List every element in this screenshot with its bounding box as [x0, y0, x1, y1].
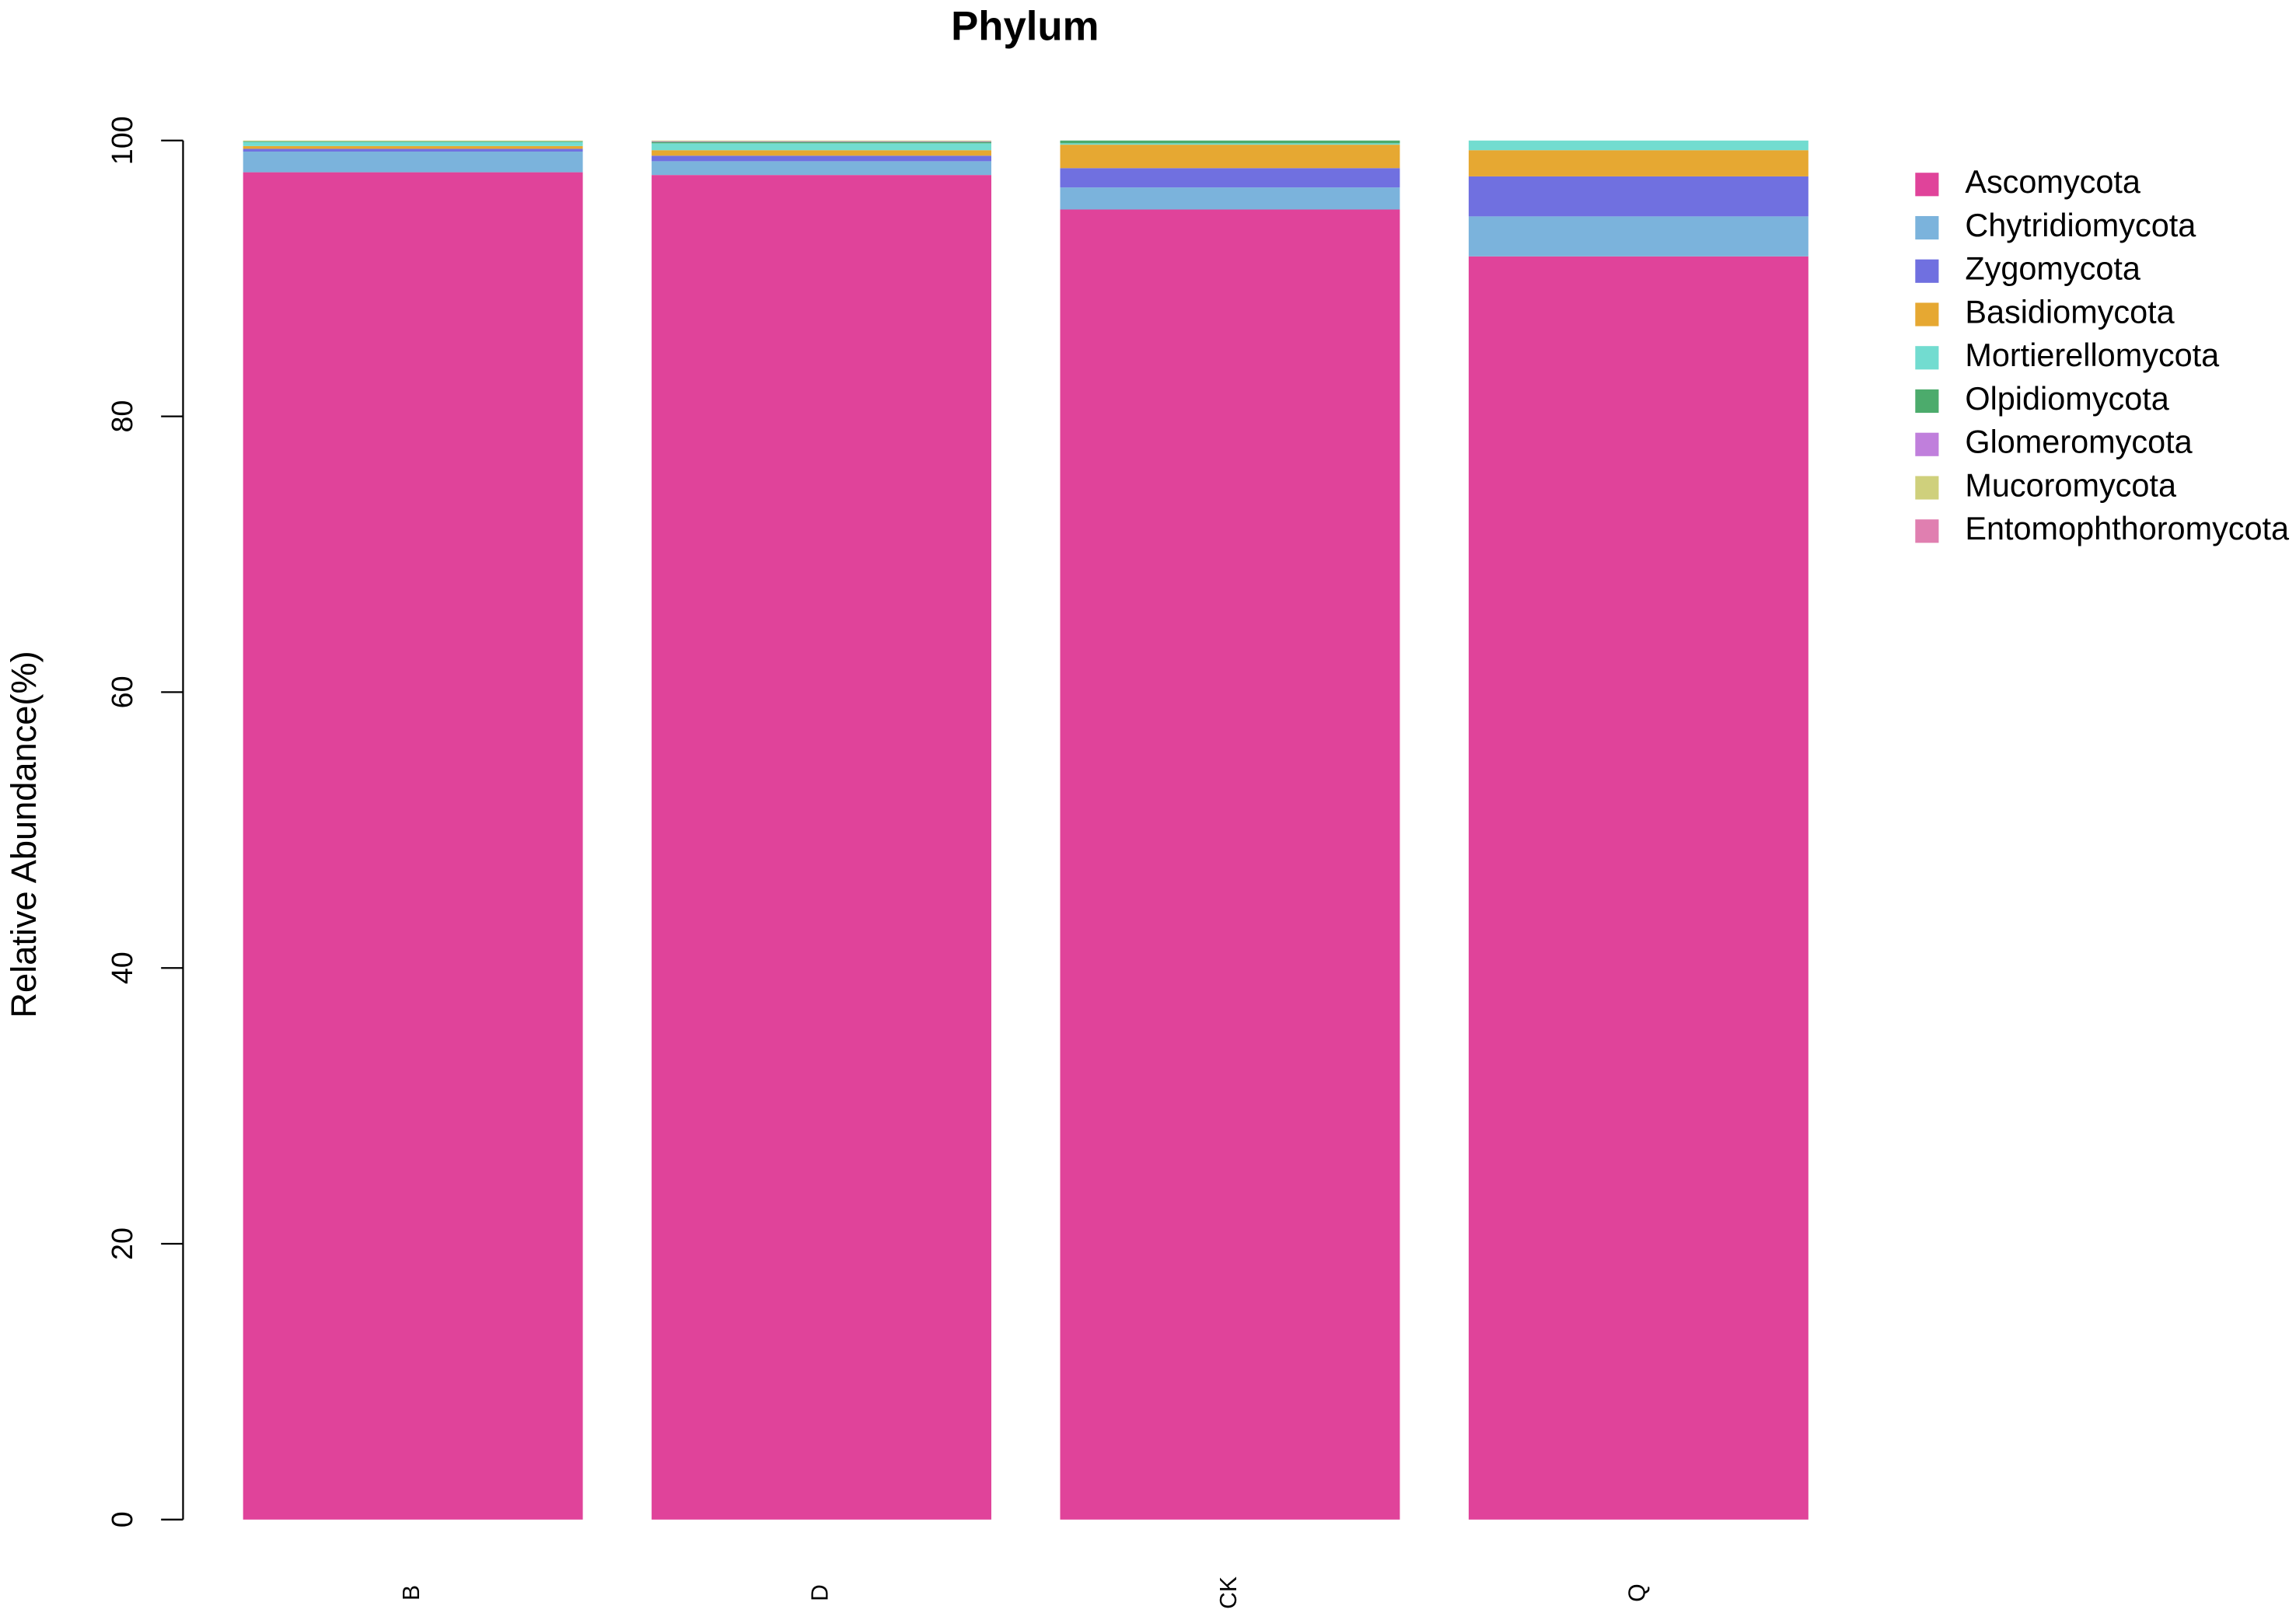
- legend-label: Mucoromycota: [1965, 466, 2177, 503]
- bar-segment: [243, 148, 583, 152]
- bar-segment: [1060, 209, 1400, 1520]
- legend-swatch: [1915, 519, 1939, 543]
- bar-segment: [243, 141, 583, 142]
- bar-segment: [1060, 140, 1400, 144]
- bar-segment: [1060, 168, 1400, 188]
- bar-segment: [652, 141, 991, 144]
- y-tick-label: 100: [106, 116, 138, 165]
- bar-segment: [243, 145, 583, 149]
- bar-segment: [1468, 140, 1808, 151]
- bar-segment: [1060, 143, 1400, 145]
- y-tick-label: 20: [106, 1227, 138, 1260]
- legend-label: Zygomycota: [1965, 250, 2141, 287]
- legend-swatch: [1915, 215, 1939, 240]
- legend-label: Olpidiomycota: [1965, 380, 2169, 417]
- bar-segment: [1468, 256, 1808, 1520]
- bar-segment: [243, 172, 583, 1520]
- bar-segment: [652, 155, 991, 162]
- legend-swatch: [1915, 173, 1939, 197]
- legend-swatch: [1915, 259, 1939, 283]
- bar-segment: [1060, 145, 1400, 169]
- legend-swatch: [1915, 346, 1939, 370]
- legend-swatch: [1915, 432, 1939, 456]
- bar-segment: [1468, 216, 1808, 257]
- legend-swatch: [1915, 389, 1939, 414]
- y-tick-label: 60: [106, 676, 138, 708]
- y-axis-label: Relative Abundance(%): [4, 651, 44, 1018]
- bar-segment: [652, 161, 991, 176]
- y-tick-label: 40: [106, 951, 138, 984]
- x-tick-label: D: [807, 1584, 833, 1601]
- legend-label: Glomeromycota: [1965, 424, 2193, 460]
- legend-label: Chytridiomycota: [1965, 207, 2196, 243]
- x-tick-label: B: [399, 1585, 425, 1601]
- bar-segment: [652, 143, 991, 151]
- bar-segment: [243, 141, 583, 146]
- bar-segment: [243, 151, 583, 173]
- legend-label: Basidiomycota: [1965, 293, 2175, 330]
- x-tick-label: Q: [1624, 1583, 1650, 1601]
- bar-segment: [1468, 150, 1808, 176]
- y-tick-label: 80: [106, 400, 138, 433]
- legend-swatch: [1915, 302, 1939, 326]
- legend-label: Mortierellomycota: [1965, 337, 2220, 373]
- bar-segment: [1060, 187, 1400, 210]
- legend-swatch: [1915, 476, 1939, 500]
- bar-segment: [652, 150, 991, 156]
- bar-segment: [1468, 176, 1808, 217]
- bar-segment: [652, 141, 991, 142]
- chart-title: Phylum: [951, 4, 1099, 50]
- legend-label: Ascomycota: [1965, 163, 2141, 200]
- bar-segment: [652, 175, 991, 1520]
- legend-label: Entomophthoromycota: [1965, 510, 2290, 546]
- y-tick-label: 0: [106, 1511, 138, 1527]
- x-tick-label: CK: [1216, 1576, 1242, 1609]
